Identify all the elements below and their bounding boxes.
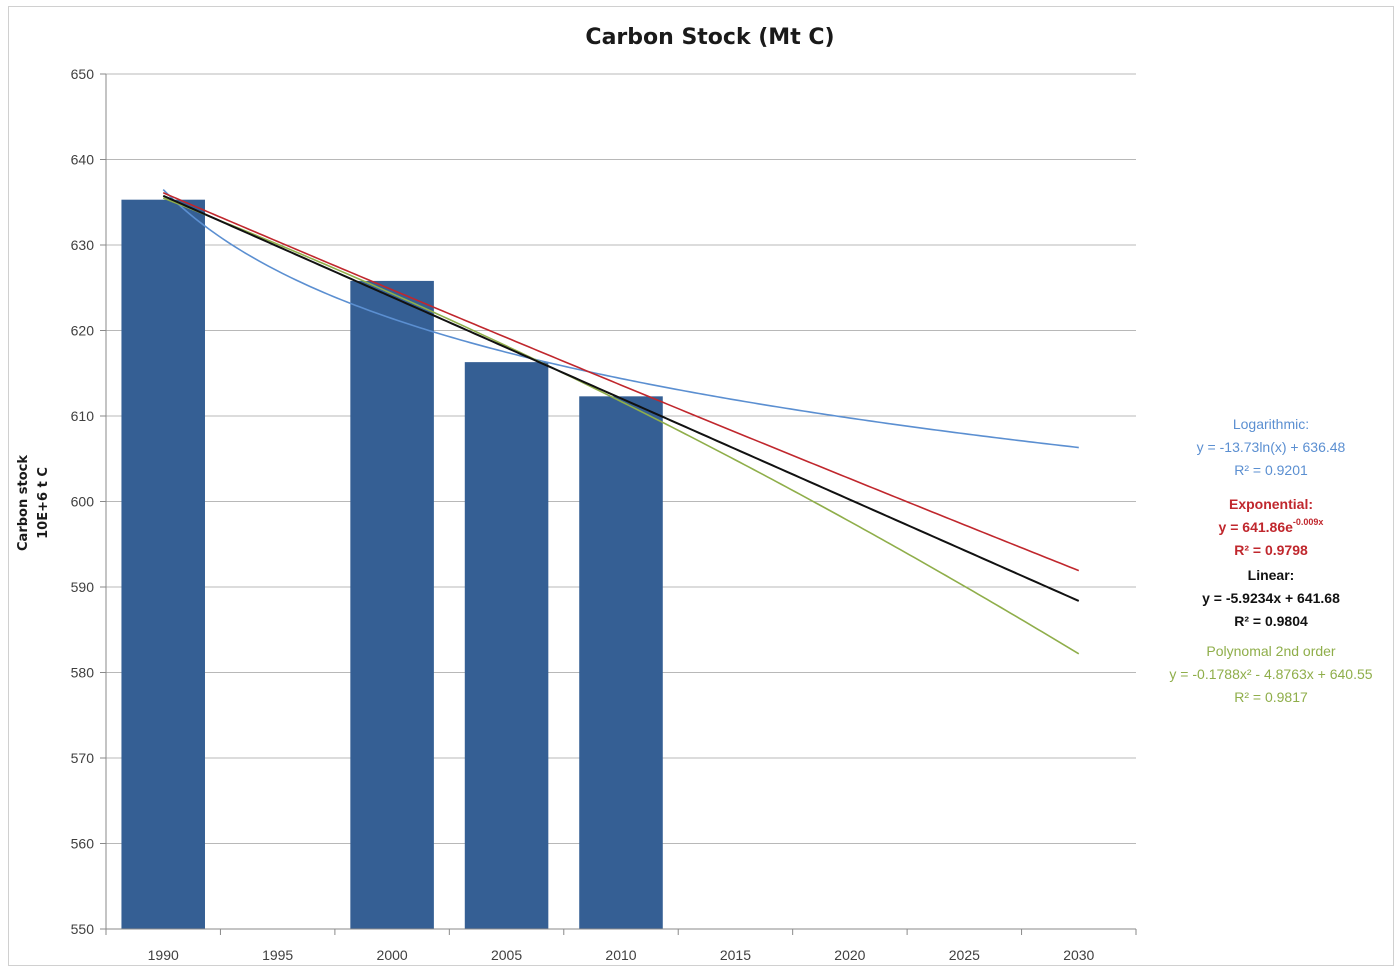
y-tick-label: 570 [71, 750, 95, 766]
bars [121, 199, 663, 930]
exponential-exponent: -0.009x [1293, 517, 1324, 527]
x-tick-label: 2025 [949, 947, 980, 963]
y-tick-label: 610 [71, 408, 95, 424]
y-tick-label: 550 [71, 921, 95, 937]
polynomal-2nd-order-r2: R² = 0.9817 [1234, 689, 1308, 705]
bar [579, 396, 663, 930]
chart-frame: Carbon Stock (Mt C) 550 560 570 580 590 600 61… [8, 6, 1394, 966]
y-tick-label: 640 [71, 152, 95, 168]
y-axis-label-line-1: Carbon stock [16, 455, 31, 551]
trendline-equations: Logarithmic: y = -13.73ln(x) + 636.48 R² =… [1169, 416, 1372, 705]
polynomal-2nd-order-equation: y = -0.1788x² - 4.8763x + 640.55 [1169, 666, 1372, 682]
trendline-exponential [162, 192, 1080, 572]
x-tick-labels: 1990 1995 2000 2005 2010 2015 2020 2025 2030 [148, 947, 1095, 963]
logarithmic-equation: y = -13.73ln(x) + 636.48 [1197, 439, 1346, 455]
y-axis-label-line-2: 10E+6 t C [36, 467, 51, 539]
trendline-logarithmic [162, 189, 1079, 449]
axes [105, 74, 1137, 935]
logarithmic-r2: R² = 0.9201 [1234, 462, 1308, 478]
bar [121, 199, 205, 929]
trendlines [162, 189, 1080, 655]
y-tick-label: 650 [71, 66, 95, 82]
y-axis-label: Carbon stock 10E+6 t C [16, 455, 51, 551]
exponential-r2: R² = 0.9798 [1234, 542, 1308, 558]
x-tick-label: 2000 [377, 947, 408, 963]
y-tick-labels: 550 560 570 580 590 600 610 620 630 640 650 [71, 66, 95, 937]
x-tick-label: 2010 [605, 947, 636, 963]
polynomal-2nd-order-label: Polynomal 2nd order [1206, 643, 1336, 659]
x-tick-label: 1990 [148, 947, 179, 963]
linear-r2: R² = 0.9804 [1234, 613, 1308, 629]
trendline-polynomal-2nd-order [162, 197, 1080, 655]
trendline-linear [162, 194, 1080, 602]
x-tick-label: 2015 [720, 947, 751, 963]
y-tick-label: 620 [71, 323, 95, 339]
y-tick-label: 630 [71, 237, 95, 253]
y-tick-label: 590 [71, 579, 95, 595]
y-tick-label: 560 [71, 836, 95, 852]
exponential-equation: y = 641.86e-0.009x [1219, 517, 1324, 535]
linear-label: Linear: [1248, 567, 1295, 583]
exponential-label: Exponential: [1229, 496, 1313, 512]
x-tick-label: 2005 [491, 947, 522, 963]
y-tick-label: 580 [71, 665, 95, 681]
x-tick-label: 2020 [834, 947, 865, 963]
chart-title: Carbon Stock (Mt C) [585, 25, 834, 50]
bar [464, 362, 549, 929]
logarithmic-label: Logarithmic: [1233, 416, 1309, 432]
y-tick-label: 600 [71, 494, 95, 510]
x-tick-label: 1995 [262, 947, 293, 963]
bar [350, 280, 434, 929]
chart-svg: Carbon Stock (Mt C) 550 560 570 580 590 600 61… [16, 25, 1373, 963]
x-tick-label: 2030 [1063, 947, 1094, 963]
linear-equation: y = -5.9234x + 641.68 [1202, 590, 1340, 606]
